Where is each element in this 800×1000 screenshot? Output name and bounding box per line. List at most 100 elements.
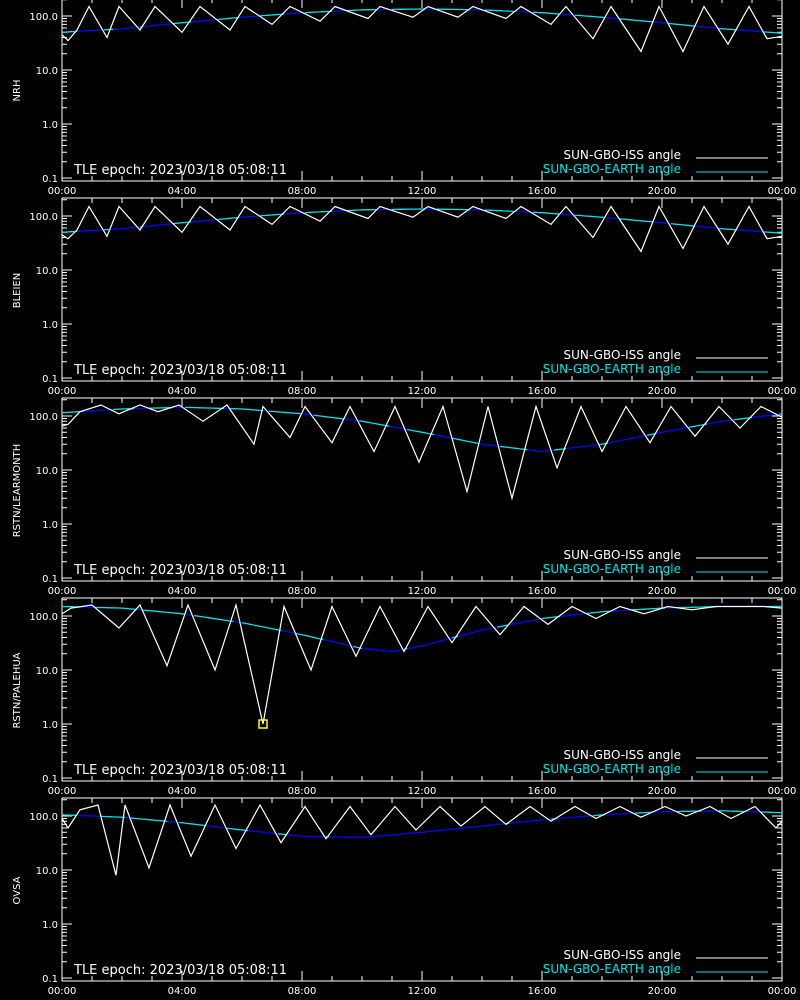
earth-angle-line <box>406 428 435 436</box>
x-tick-label: 16:00 <box>528 586 557 597</box>
earth-angle-line <box>94 606 138 611</box>
earth-angle-line <box>604 16 621 20</box>
y-tick-label: 1.0 <box>42 520 58 531</box>
earth-angle-line <box>343 418 360 422</box>
y-tick-label: 10.0 <box>36 266 58 277</box>
earth-angle-line <box>238 215 261 219</box>
x-tick-label: 00:00 <box>48 986 77 997</box>
earth-angle-line <box>559 612 588 618</box>
earth-angle-line <box>62 230 78 233</box>
x-tick-label: 04:00 <box>168 786 197 797</box>
earth-angle-line <box>508 818 552 824</box>
earth-angle-line <box>526 449 555 453</box>
earth-angle-line <box>62 814 78 817</box>
earth-angle-line <box>241 622 282 632</box>
x-tick-label: 20:00 <box>648 786 677 797</box>
earth-angle-line <box>232 620 243 624</box>
y-tick-label: 100.0 <box>29 12 58 23</box>
x-tick-label: 12:00 <box>408 986 437 997</box>
earth-angle-line <box>178 821 207 827</box>
y-tick-label: 10.0 <box>36 666 58 677</box>
legend-label: SUN-GBO-ISS angle <box>564 748 681 762</box>
legend-label: SUN-GBO-ISS angle <box>564 348 681 362</box>
earth-angle-line <box>217 216 240 221</box>
earth-angle-line <box>142 609 186 615</box>
earth-angle-line <box>295 632 324 641</box>
earth-angle-line <box>406 637 453 650</box>
earth-angle-line <box>719 810 746 813</box>
earth-angle-line <box>262 409 270 412</box>
earth-angle-line <box>346 8 378 12</box>
x-tick-label: 16:00 <box>528 186 557 197</box>
x-tick-label: 04:00 <box>168 186 197 197</box>
x-tick-label: 12:00 <box>408 386 437 397</box>
earth-angle-line <box>652 810 677 813</box>
earth-angle-line <box>478 442 501 448</box>
earth-angle-line <box>277 833 288 836</box>
x-tick-label: 08:00 <box>288 186 317 197</box>
y-tick-label: 100.0 <box>29 612 58 623</box>
earth-angle-line <box>634 811 654 814</box>
legend-label: SUN-GBO-ISS angle <box>564 148 681 162</box>
iss-angle-line <box>62 205 782 253</box>
y-axis-label: NRH <box>12 80 23 102</box>
earth-angle-line <box>655 426 690 435</box>
earth-angle-line <box>586 610 612 615</box>
earth-angle-line <box>541 615 561 620</box>
x-tick-label: 08:00 <box>288 586 317 597</box>
iss-angle-line <box>62 404 782 501</box>
x-tick-label: 16:00 <box>528 986 557 997</box>
y-tick-label: 10.0 <box>36 866 58 877</box>
earth-angle-line <box>238 15 261 19</box>
earth-angle-line <box>331 209 348 212</box>
earth-angle-line <box>331 9 348 12</box>
tle-epoch-text: TLE epoch: 2023/03/18 05:08:11 <box>73 163 287 178</box>
y-tick-label: 100.0 <box>29 812 58 823</box>
earth-angle-line <box>190 218 219 223</box>
tle-epoch-text: TLE epoch: 2023/03/18 05:08:11 <box>73 563 287 578</box>
x-tick-label: 08:00 <box>288 986 317 997</box>
legend-label: SUN-GBO-EARTH angle <box>543 562 681 576</box>
y-tick-label: 10.0 <box>36 66 58 77</box>
earth-angle-line <box>574 214 606 219</box>
tle-epoch-text: TLE epoch: 2023/03/18 05:08:11 <box>73 763 287 778</box>
x-tick-label: 00:00 <box>768 586 797 597</box>
y-axis-label: OVSA <box>12 876 23 904</box>
earth-angle-line <box>172 221 192 225</box>
earth-angle-line <box>142 23 174 28</box>
earth-angle-line <box>763 31 782 34</box>
earth-angle-line <box>184 406 225 410</box>
earth-angle-line <box>706 419 735 425</box>
y-tick-label: 1.0 <box>42 720 58 731</box>
legend-label: SUN-GBO-EARTH angle <box>543 162 681 176</box>
earth-angle-line <box>329 822 507 839</box>
earth-angle-line <box>437 208 471 211</box>
x-tick-label: 00:00 <box>768 386 797 397</box>
earth-angle-line <box>733 416 753 421</box>
earth-angle-line <box>142 223 174 228</box>
earth-angle-line <box>190 18 219 23</box>
earth-angle-line <box>607 434 648 444</box>
y-tick-label: 0.1 <box>42 374 58 385</box>
earth-angle-line <box>229 407 264 412</box>
earth-angle-line <box>604 216 621 220</box>
earth-angle-line <box>388 425 408 431</box>
earth-angle-line <box>736 29 765 33</box>
earth-angle-line <box>574 14 606 19</box>
x-tick-label: 12:00 <box>408 786 437 797</box>
earth-angle-line <box>610 609 633 612</box>
x-tick-label: 12:00 <box>408 186 437 197</box>
earth-angle-line <box>565 443 600 450</box>
earth-angle-line <box>619 18 654 23</box>
earth-angle-line <box>694 25 720 30</box>
earth-angle-line <box>745 810 762 813</box>
earth-angle-line <box>532 11 561 15</box>
x-tick-label: 16:00 <box>528 386 557 397</box>
earth-angle-line <box>205 825 228 829</box>
earth-angle-line <box>499 445 528 451</box>
earth-angle-line <box>286 834 327 838</box>
earth-angle-line <box>82 408 114 413</box>
earth-angle-line <box>280 629 297 635</box>
earth-angle-line <box>532 211 561 215</box>
x-tick-label: 00:00 <box>768 186 797 197</box>
